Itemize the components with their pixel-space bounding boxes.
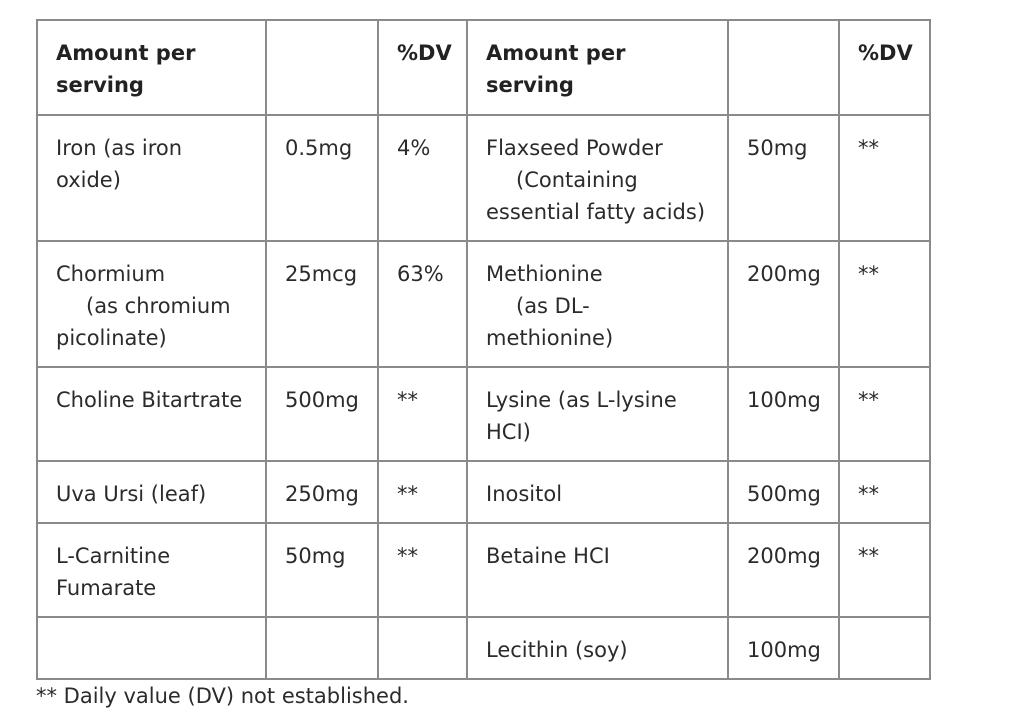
- ingredient-name-line: Lysine (as L-lysine: [486, 388, 677, 412]
- ingredient-name-line: Fumarate: [56, 576, 157, 600]
- ingredient-name-line: Inositol: [486, 482, 563, 506]
- ingredient-name-cell: Lecithin (soy): [466, 616, 729, 680]
- ingredient-amount-cell: 200mg: [727, 240, 840, 368]
- ingredient-name-cell: Chormium (as chromium picolinate): [36, 240, 267, 368]
- supplement-facts-table: Amount per serving %DV Amount per servin…: [36, 19, 931, 680]
- header-dv-left: %DV: [377, 19, 468, 116]
- ingredient-name-cell: Methionine (as DL- methionine): [466, 240, 729, 368]
- ingredient-amount-cell: 25mcg: [265, 240, 379, 368]
- ingredient-name-line: Iron (as iron: [56, 136, 183, 160]
- ingredient-name-line: Methionine: [486, 262, 603, 286]
- table-row: L-Carnitine Fumarate 50mg ** Betaine HCI…: [36, 522, 931, 618]
- ingredient-dv-cell: **: [838, 366, 931, 462]
- ingredient-amount-cell: 0.5mg: [265, 114, 379, 242]
- ingredient-name-line: L-Carnitine: [56, 544, 171, 568]
- ingredient-name-cell: Inositol: [466, 460, 729, 524]
- table-row: Lecithin (soy) 100mg: [36, 616, 931, 680]
- ingredient-name-cell: [36, 616, 267, 680]
- ingredient-name-line: Lecithin (soy): [486, 638, 628, 662]
- ingredient-name-line: Flaxseed Powder: [486, 136, 663, 160]
- ingredient-dv-cell: **: [377, 522, 468, 618]
- ingredient-dv-cell: 4%: [377, 114, 468, 242]
- ingredient-name-line: (as DL-: [516, 294, 590, 318]
- ingredient-name-cell: Betaine HCI: [466, 522, 729, 618]
- ingredient-name-cell: Iron (as iron oxide): [36, 114, 267, 242]
- ingredient-amount-cell: 250mg: [265, 460, 379, 524]
- ingredient-dv-cell: **: [838, 240, 931, 368]
- ingredient-name-line: picolinate): [56, 326, 167, 350]
- ingredient-amount-cell: 100mg: [727, 616, 840, 680]
- ingredient-name-line: oxide): [56, 168, 121, 192]
- header-amount-left: [265, 19, 379, 116]
- ingredient-dv-cell: **: [377, 460, 468, 524]
- ingredient-name-cell: Choline Bitartrate: [36, 366, 267, 462]
- table-row: Iron (as iron oxide) 0.5mg 4% Flaxseed P…: [36, 114, 931, 242]
- table-row: Uva Ursi (leaf) 250mg ** Inositol 500mg …: [36, 460, 931, 524]
- ingredient-amount-cell: 500mg: [265, 366, 379, 462]
- ingredient-dv-cell: **: [838, 114, 931, 242]
- header-amount-per-serving-left: Amount per serving: [36, 19, 267, 116]
- ingredient-dv-cell: 63%: [377, 240, 468, 368]
- header-amount-right: [727, 19, 840, 116]
- ingredient-amount-cell: 50mg: [265, 522, 379, 618]
- ingredient-name-line: Chormium: [56, 262, 166, 286]
- header-dv-right: %DV: [838, 19, 931, 116]
- ingredient-name-line: Betaine HCI: [486, 544, 610, 568]
- ingredient-amount-cell: 100mg: [727, 366, 840, 462]
- ingredient-dv-cell: **: [838, 522, 931, 618]
- ingredient-name-line: Choline Bitartrate: [56, 388, 243, 412]
- ingredient-amount-cell: [265, 616, 379, 680]
- ingredient-name-line: methionine): [486, 326, 614, 350]
- ingredient-amount-cell: 200mg: [727, 522, 840, 618]
- ingredient-amount-cell: 50mg: [727, 114, 840, 242]
- ingredient-name-cell: Uva Ursi (leaf): [36, 460, 267, 524]
- footnote: ** Daily value (DV) not established.: [36, 684, 409, 708]
- ingredient-name-cell: L-Carnitine Fumarate: [36, 522, 267, 618]
- table-row: Choline Bitartrate 500mg ** Lysine (as L…: [36, 366, 931, 462]
- ingredient-name-line: (Containing: [516, 168, 638, 192]
- table-header-row: Amount per serving %DV Amount per servin…: [36, 19, 931, 116]
- header-amount-per-serving-right: Amount per serving: [466, 19, 729, 116]
- ingredient-name-line: HCI): [486, 420, 531, 444]
- ingredient-dv-cell: **: [377, 366, 468, 462]
- ingredient-dv-cell: [838, 616, 931, 680]
- ingredient-name-cell: Lysine (as L-lysine HCI): [466, 366, 729, 462]
- ingredient-name-cell: Flaxseed Powder (Containing essential fa…: [466, 114, 729, 242]
- ingredient-dv-cell: [377, 616, 468, 680]
- table-row: Chormium (as chromium picolinate) 25mcg …: [36, 240, 931, 368]
- ingredient-name-line: Uva Ursi (leaf): [56, 482, 207, 506]
- ingredient-name-line: (as chromium: [86, 294, 231, 318]
- ingredient-name-line: essential fatty acids): [486, 200, 706, 224]
- ingredient-amount-cell: 500mg: [727, 460, 840, 524]
- ingredient-dv-cell: **: [838, 460, 931, 524]
